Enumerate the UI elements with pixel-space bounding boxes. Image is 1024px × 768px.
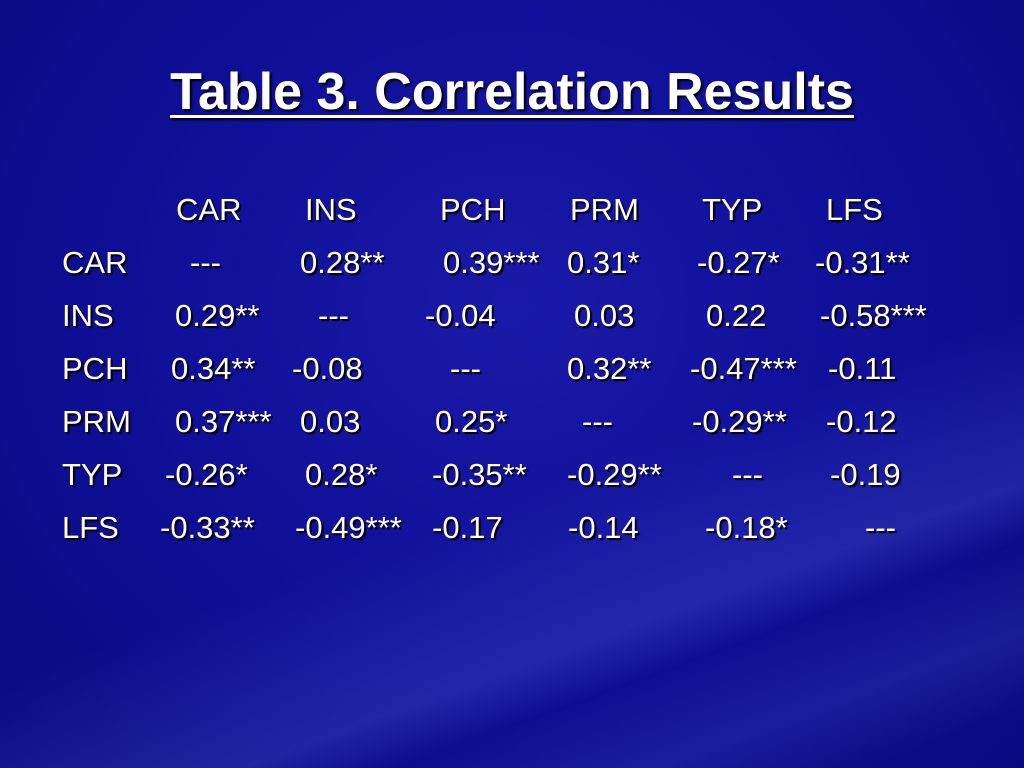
table-cell: -0.19	[830, 457, 901, 492]
table-cell: -0.14	[568, 510, 639, 545]
row-label: PCH	[62, 351, 128, 386]
table-cell: -0.11	[828, 351, 897, 386]
table-cell: ---	[732, 457, 763, 492]
table-cell: ---	[450, 351, 481, 386]
table-cell: -0.27*	[697, 245, 780, 280]
table-cell: ---	[865, 510, 896, 545]
row-label: CAR	[62, 245, 128, 280]
table-cell: 0.29**	[175, 298, 260, 333]
table-cell: -0.08	[292, 351, 363, 386]
table-cell: -0.49***	[295, 510, 402, 545]
row-label: PRM	[62, 404, 131, 439]
table-cell: -0.31**	[815, 245, 910, 280]
table-cell: 0.34**	[171, 351, 256, 386]
table-cell: -0.35**	[432, 457, 527, 492]
slide-title: Table 3. Correlation Results	[170, 63, 854, 121]
row-label: INS	[62, 298, 114, 333]
table-cell: -0.17	[432, 510, 503, 545]
table-cell: -0.18*	[705, 510, 788, 545]
table-cell: -0.47***	[690, 351, 797, 386]
table-cell: ---	[582, 404, 613, 439]
column-header: TYP	[702, 192, 763, 227]
table-cell: ---	[318, 298, 349, 333]
table-cell: 0.03	[300, 404, 361, 439]
table-cell: 0.39***	[443, 245, 540, 280]
table-cell: 0.28*	[305, 457, 378, 492]
table-cell: 0.28**	[300, 245, 385, 280]
table-cell: 0.03	[574, 298, 635, 333]
table-cell: -0.33**	[160, 510, 255, 545]
table-cell: 0.25*	[435, 404, 508, 439]
table-cell: -0.29**	[692, 404, 787, 439]
table-cell: -0.29**	[567, 457, 662, 492]
table-cell: 0.37***	[175, 404, 272, 439]
table-cell: -0.04	[425, 298, 496, 333]
row-label: TYP	[62, 457, 123, 492]
table-cell: -0.26*	[165, 457, 248, 492]
table-cell: 0.31*	[567, 245, 640, 280]
table-cell: -0.58***	[820, 298, 927, 333]
column-header: INS	[305, 192, 357, 227]
table-cell: 0.22	[706, 298, 767, 333]
table-cell: -0.12	[826, 404, 897, 439]
column-header: LFS	[826, 192, 883, 227]
column-header: PRM	[570, 192, 639, 227]
table-cell: 0.32**	[567, 351, 652, 386]
row-label: LFS	[62, 510, 119, 545]
table-cell: ---	[190, 245, 221, 280]
column-header: CAR	[176, 192, 242, 227]
column-header: PCH	[440, 192, 506, 227]
